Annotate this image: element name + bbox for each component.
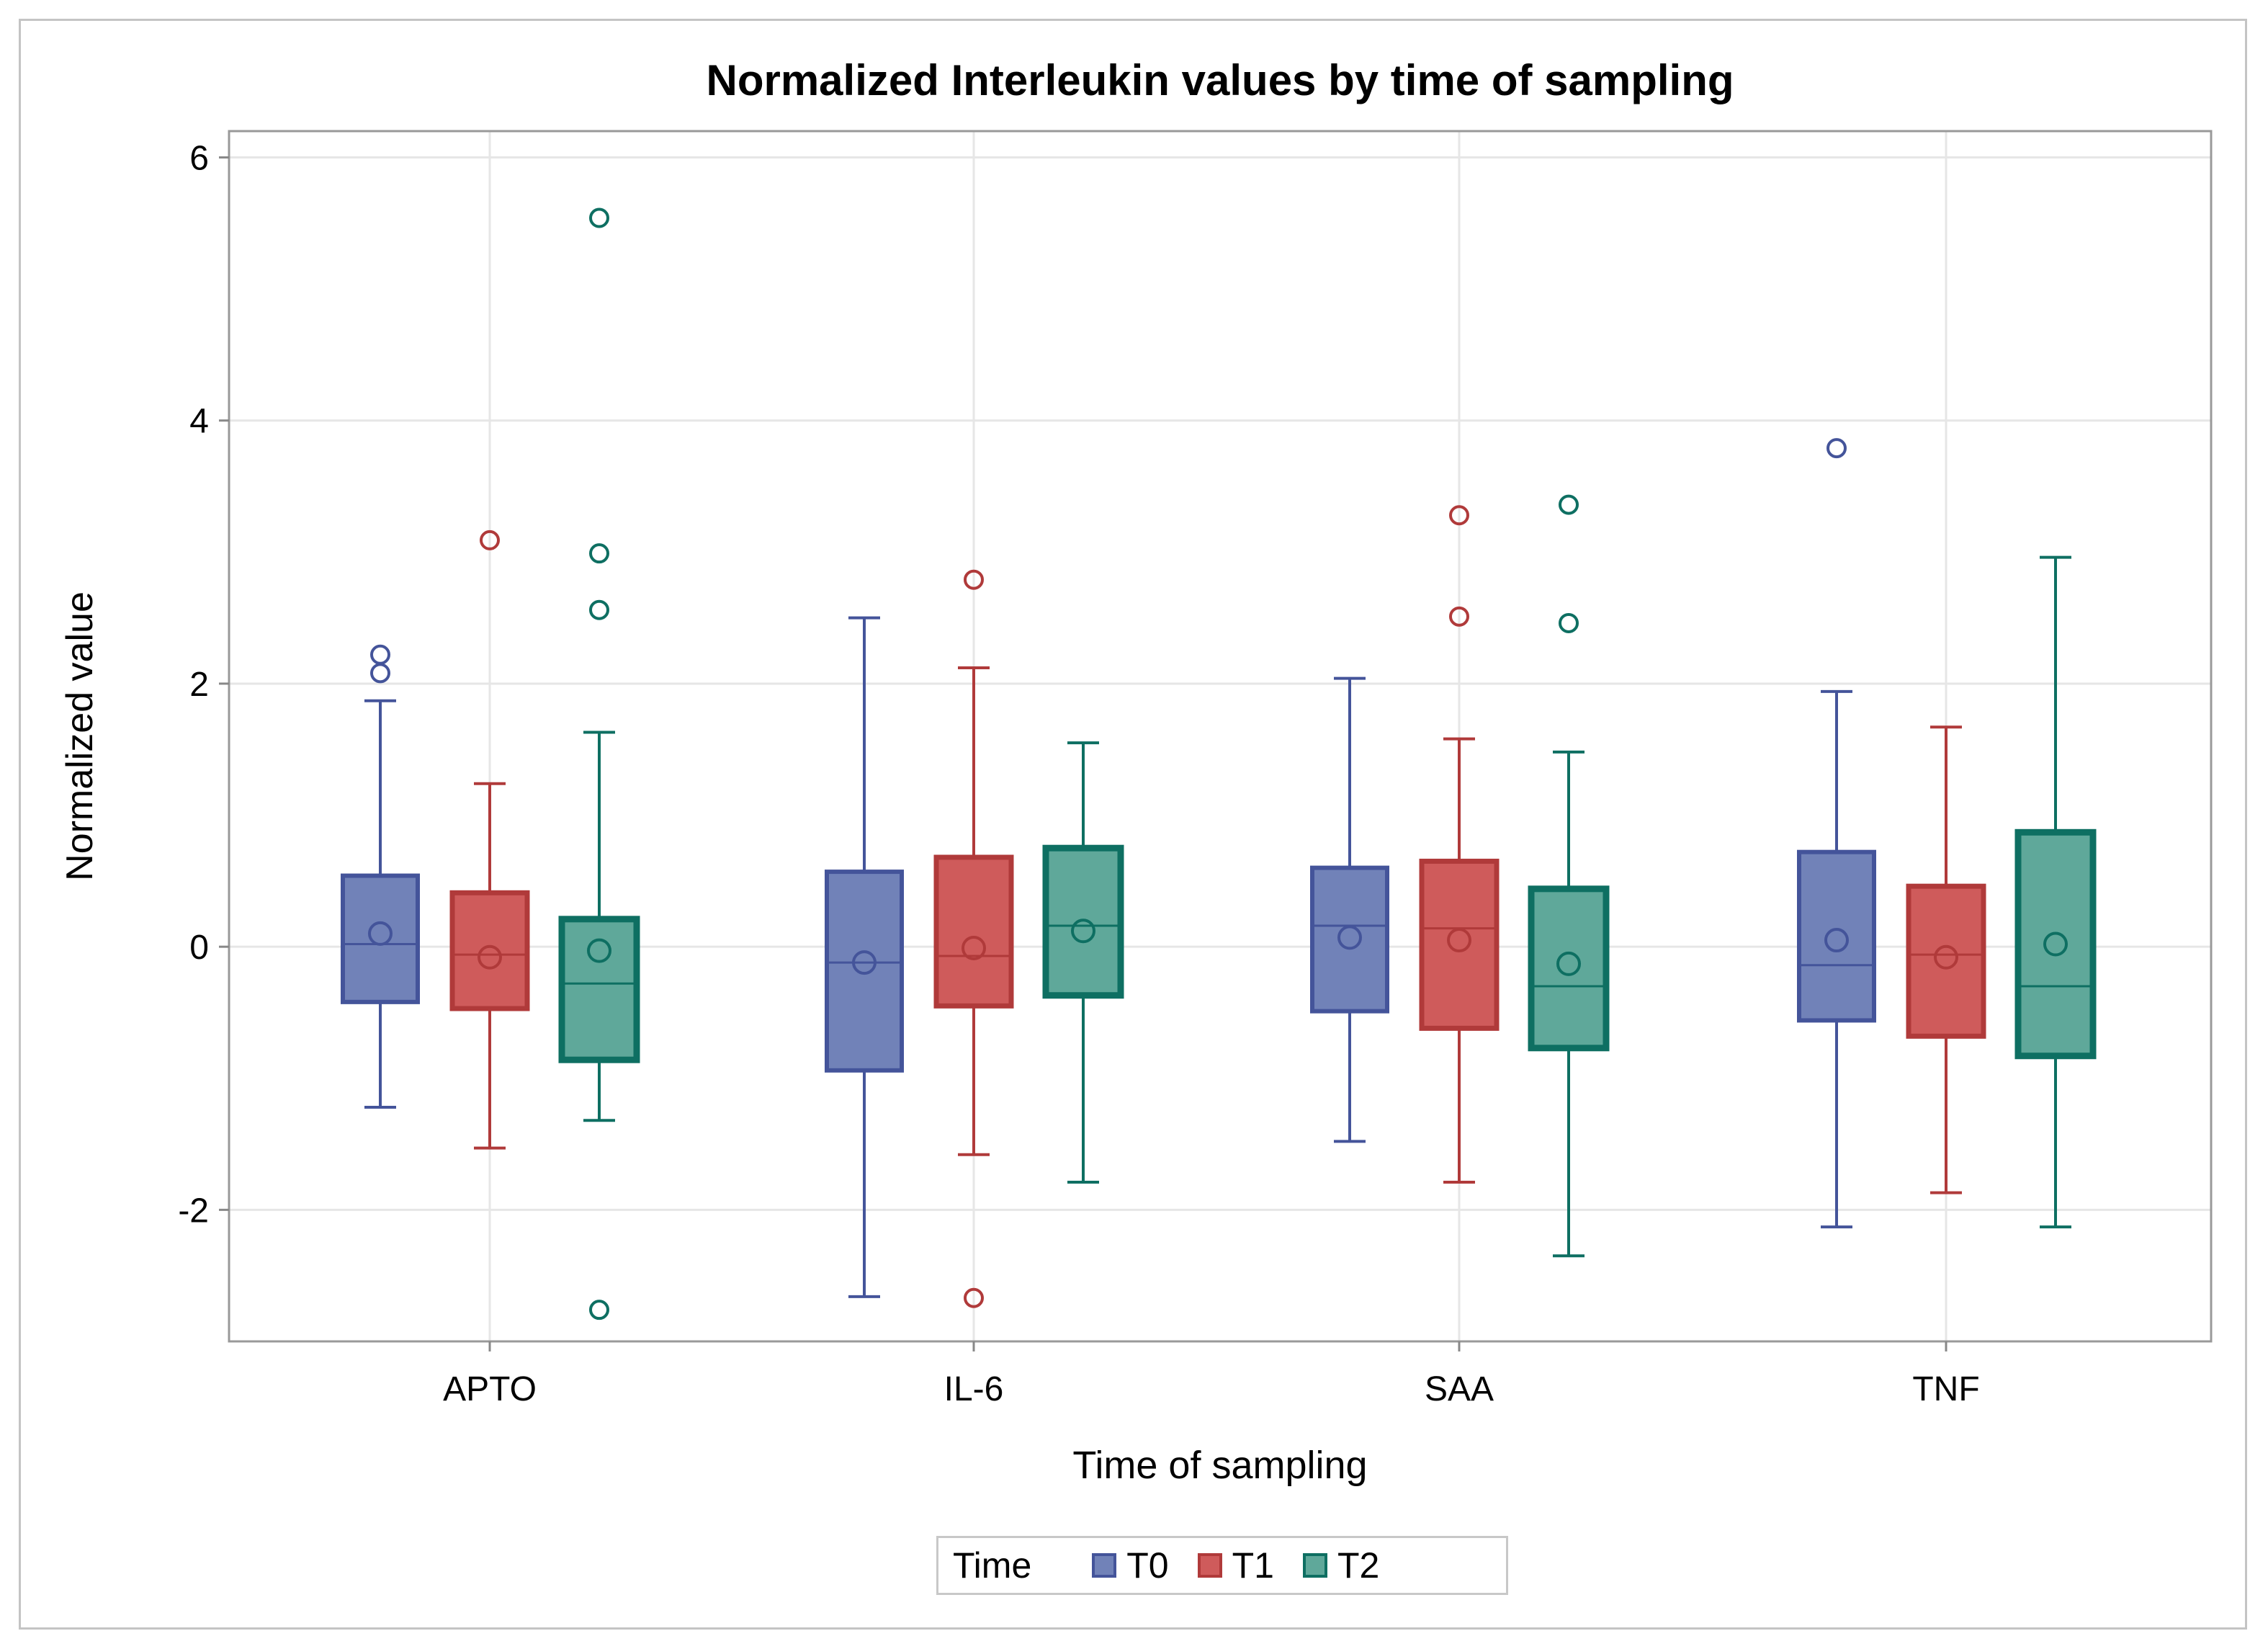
box-iqr bbox=[933, 854, 1014, 1009]
outlier-point bbox=[1449, 606, 1469, 627]
legend-swatch-t0 bbox=[1092, 1553, 1117, 1578]
outlier-point bbox=[964, 569, 984, 590]
grid-lines bbox=[229, 131, 2211, 1341]
outlier-point bbox=[370, 644, 390, 665]
box-t2-il-6 bbox=[1042, 741, 1124, 1184]
box-t2-saa bbox=[1528, 494, 1610, 1258]
legend-label-t1: T1 bbox=[1232, 1545, 1274, 1586]
box-t1-apto bbox=[449, 529, 530, 1150]
mean-marker bbox=[2043, 931, 2068, 957]
outlier-point bbox=[370, 663, 390, 684]
box-iqr bbox=[1906, 883, 1986, 1039]
outlier-point bbox=[964, 1287, 984, 1308]
outlier-point bbox=[589, 599, 609, 620]
legend-label-t0: T0 bbox=[1126, 1545, 1169, 1586]
box-t0-il-6 bbox=[825, 616, 904, 1298]
box-t2-apto bbox=[558, 207, 640, 1320]
box-t2-tnf bbox=[2014, 555, 2097, 1229]
outlier-point bbox=[480, 529, 500, 550]
outlier-point bbox=[589, 543, 609, 564]
box-iqr bbox=[1528, 885, 1610, 1052]
box-iqr bbox=[1797, 849, 1876, 1023]
mean-marker bbox=[478, 944, 502, 970]
x-tick-label: TNF bbox=[1912, 1370, 1979, 1408]
outlier-point bbox=[1559, 494, 1579, 515]
y-tick-label: 6 bbox=[189, 140, 209, 178]
box-iqr bbox=[341, 873, 420, 1004]
outlier-point bbox=[1826, 438, 1847, 459]
mean-marker bbox=[1337, 925, 1362, 950]
legend: Time T0 T1 T2 bbox=[936, 1536, 1508, 1595]
box-t0-saa bbox=[1310, 676, 1389, 1143]
legend-title: Time bbox=[953, 1545, 1032, 1586]
y-axis-title: Normalized value bbox=[59, 591, 101, 881]
box-iqr bbox=[1042, 844, 1124, 999]
axes: 6 4 2 0 -2 APTO IL-6 SAA TNF bbox=[178, 140, 1979, 1408]
x-tick-label: IL-6 bbox=[944, 1370, 1004, 1408]
y-tick-label: 4 bbox=[189, 403, 209, 441]
y-tick-label: 0 bbox=[189, 929, 209, 967]
mean-marker bbox=[1447, 928, 1471, 953]
y-tick-label: 2 bbox=[189, 666, 209, 704]
box-series bbox=[341, 207, 2097, 1320]
legend-item-t1: T1 bbox=[1197, 1545, 1274, 1586]
x-tick-label: APTO bbox=[443, 1370, 537, 1408]
plot-area bbox=[228, 130, 2213, 1343]
box-iqr bbox=[1310, 865, 1389, 1014]
mean-marker bbox=[368, 921, 393, 946]
box-t1-saa bbox=[1419, 505, 1500, 1184]
y-tick-label: -2 bbox=[178, 1192, 209, 1230]
mean-marker bbox=[962, 936, 986, 960]
box-t1-tnf bbox=[1906, 725, 1986, 1194]
mean-marker bbox=[587, 938, 611, 963]
mean-marker bbox=[1556, 951, 1581, 976]
legend-label-t2: T2 bbox=[1337, 1545, 1380, 1586]
box-iqr bbox=[449, 890, 530, 1011]
chart-title: Normalized Interleukin values by time of… bbox=[706, 56, 1734, 104]
legend-swatch-t2 bbox=[1302, 1553, 1327, 1578]
legend-item-t2: T2 bbox=[1302, 1545, 1380, 1586]
x-tick-label: SAA bbox=[1425, 1370, 1494, 1408]
box-iqr bbox=[2014, 828, 2097, 1060]
outlier-point bbox=[1449, 505, 1469, 526]
legend-swatch-t1 bbox=[1197, 1553, 1222, 1578]
box-iqr bbox=[825, 870, 904, 1073]
mean-marker bbox=[1071, 919, 1095, 944]
box-iqr bbox=[558, 916, 640, 1063]
outlier-point bbox=[1559, 612, 1579, 633]
mean-marker bbox=[1934, 944, 1958, 970]
x-axis-title: Time of sampling bbox=[1072, 1444, 1367, 1487]
box-t0-apto bbox=[341, 644, 420, 1109]
outlier-point bbox=[589, 207, 609, 228]
box-iqr bbox=[1419, 858, 1500, 1031]
legend-item-t0: T0 bbox=[1092, 1545, 1169, 1586]
chart-frame bbox=[19, 19, 2247, 1630]
box-t0-tnf bbox=[1797, 438, 1876, 1229]
outlier-point bbox=[589, 1300, 609, 1320]
mean-marker bbox=[1824, 928, 1849, 953]
box-t1-il-6 bbox=[933, 569, 1014, 1308]
mean-marker bbox=[852, 950, 877, 975]
